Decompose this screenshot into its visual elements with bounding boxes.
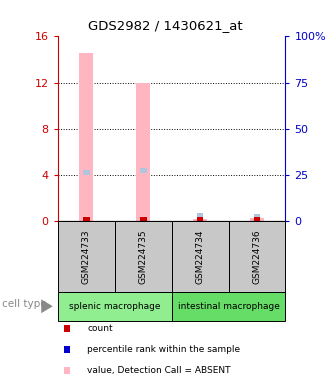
Bar [83,170,90,175]
Bar [253,214,260,219]
Bar [197,217,204,221]
Text: GDS2982 / 1430621_at: GDS2982 / 1430621_at [88,19,242,32]
Text: percentile rank within the sample: percentile rank within the sample [87,345,241,354]
Bar [115,221,172,292]
Bar [79,53,93,221]
Bar [253,217,260,221]
Bar [250,218,264,221]
Bar [140,167,147,173]
Bar [197,213,204,218]
Text: intestinal macrophage: intestinal macrophage [178,302,280,311]
Bar [172,221,228,292]
Bar [228,221,285,292]
Bar [58,221,115,292]
Text: GSM224733: GSM224733 [82,229,91,284]
Text: splenic macrophage: splenic macrophage [69,302,160,311]
Text: GSM224734: GSM224734 [196,229,205,283]
Bar [136,83,150,221]
Polygon shape [41,300,53,313]
Text: GSM224735: GSM224735 [139,229,148,284]
Bar [193,219,207,221]
Text: cell type: cell type [2,299,46,310]
Bar [172,292,285,321]
Text: GSM224736: GSM224736 [252,229,261,284]
Text: count: count [87,324,113,333]
Text: value, Detection Call = ABSENT: value, Detection Call = ABSENT [87,366,231,375]
Bar [140,217,147,221]
Bar [58,292,172,321]
Bar [83,217,90,221]
